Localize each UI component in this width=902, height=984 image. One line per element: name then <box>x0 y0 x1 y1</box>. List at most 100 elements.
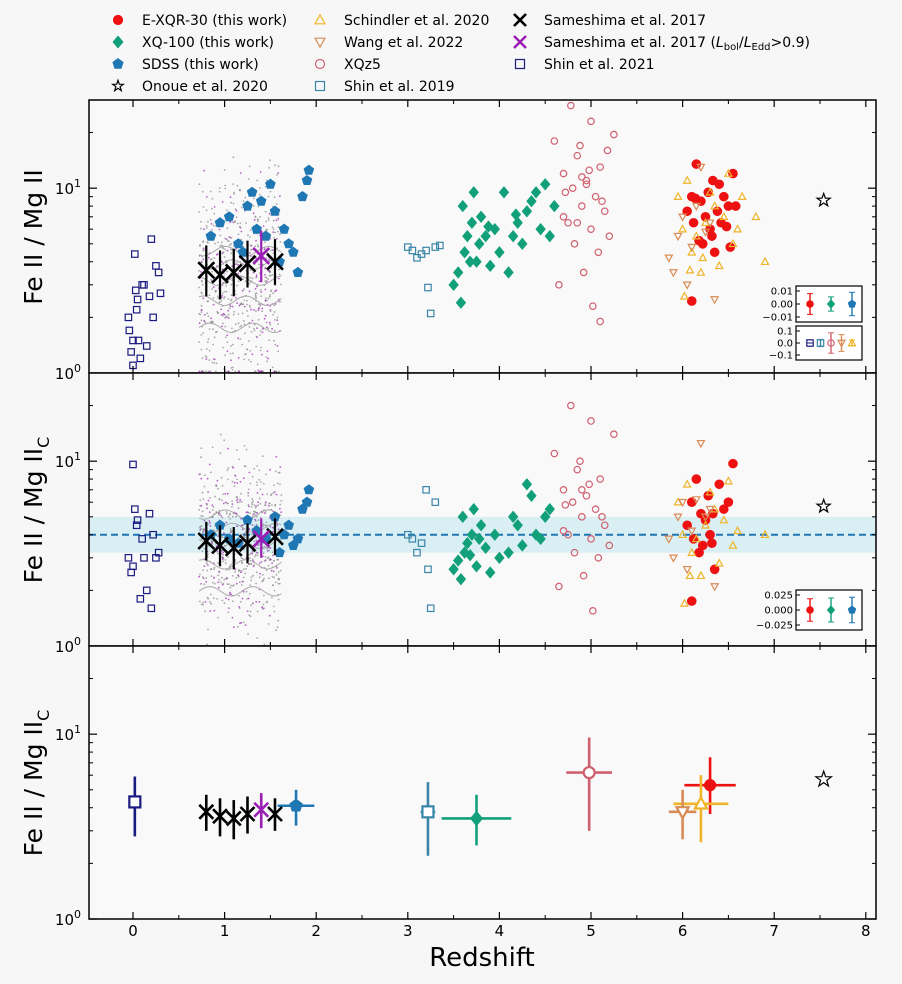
series-schindler-et-al-2020 <box>673 168 770 300</box>
cloud-dot <box>270 569 273 572</box>
cloud-dot <box>211 543 214 545</box>
cloud-dot <box>248 488 250 491</box>
cloud-dot <box>276 247 278 250</box>
cloud-dot <box>273 237 275 239</box>
cloud-dot <box>210 568 212 571</box>
cloud-dot <box>254 215 257 218</box>
cloud-dot <box>213 206 216 208</box>
cloud-dot <box>240 492 242 495</box>
cloud-dot <box>212 286 215 289</box>
cloud-dot <box>256 179 259 182</box>
cloud-dot <box>269 525 272 528</box>
plot-area <box>124 101 832 373</box>
data-point <box>814 769 834 788</box>
series-xq-100-this-work- <box>441 794 512 846</box>
cloud-dot <box>225 209 228 212</box>
cloud-dot <box>262 225 265 228</box>
cloud-dot <box>255 274 258 277</box>
cloud-dot <box>230 252 233 255</box>
cloud-dot <box>240 500 243 503</box>
data-point <box>587 225 595 233</box>
series-e-xqr-30-this-work- <box>682 458 738 606</box>
data-point <box>503 266 514 279</box>
cloud-dot <box>273 330 276 332</box>
cloud-dot <box>229 196 232 199</box>
data-point <box>149 530 157 539</box>
y-axis-label-middle: Fe II / Mg IIC <box>19 437 53 584</box>
data-point <box>673 513 683 522</box>
cloud-dot <box>262 579 264 582</box>
cloud-dot <box>226 469 229 472</box>
cloud-dot <box>237 357 240 359</box>
data-point <box>710 583 720 592</box>
cloud-dot <box>280 511 283 514</box>
cloud-dot <box>207 628 209 631</box>
data-point <box>205 230 217 241</box>
data-point <box>589 302 597 310</box>
cloud-dot <box>274 303 277 305</box>
cloud-dot <box>209 258 212 261</box>
data-point <box>688 217 699 228</box>
data-point <box>426 604 435 613</box>
data-point <box>510 208 522 221</box>
data-point <box>703 779 717 792</box>
cloud-dot <box>227 309 230 312</box>
data-point <box>728 168 738 179</box>
cloud-dot <box>261 307 264 310</box>
cloud-dot <box>267 623 270 625</box>
cloud-dot <box>225 577 228 580</box>
cloud-dot <box>264 511 267 513</box>
cloud-dot <box>241 343 244 346</box>
data-point <box>214 217 226 228</box>
data-point <box>567 401 575 410</box>
cloud-dot <box>206 341 209 343</box>
data-point <box>760 529 770 539</box>
cloud-dot <box>255 551 258 554</box>
cloud-dot <box>217 586 220 589</box>
cloud-dot <box>266 280 268 283</box>
cloud-dot <box>277 350 280 353</box>
cloud-dot <box>235 449 238 451</box>
cloud-dot <box>202 258 205 261</box>
cloud-dot <box>217 535 219 538</box>
data-point <box>494 551 505 565</box>
cloud-dot <box>235 216 238 219</box>
cloud-dot <box>273 605 275 608</box>
cloud-dot <box>276 626 279 629</box>
data-point <box>696 570 706 580</box>
cloud-dot <box>236 498 239 500</box>
cloud-dot <box>235 297 237 299</box>
cloud-dot <box>250 248 253 251</box>
inset-marker <box>826 605 836 615</box>
cloud-dot <box>249 236 251 238</box>
data-point <box>687 527 697 536</box>
cloud-dot <box>207 220 209 223</box>
cloud-dot <box>249 615 252 618</box>
cloud-dot <box>226 478 229 481</box>
cloud-dot <box>233 485 236 487</box>
cloud-dot <box>249 229 252 231</box>
cloud-dot <box>206 227 208 229</box>
legend-label: Onoue et al. 2020 <box>142 79 268 95</box>
cloud-dot <box>278 268 281 271</box>
cloud-dot <box>220 476 223 479</box>
data-point <box>462 229 473 243</box>
data-point <box>452 554 464 567</box>
cloud-dot <box>277 217 280 220</box>
cloud-dot <box>255 310 257 313</box>
density-contour <box>198 585 282 597</box>
cloud-dot <box>252 271 255 274</box>
cloud-dot <box>200 525 203 528</box>
data-point <box>253 801 270 818</box>
cloud-dot <box>262 327 264 330</box>
cloud-dot <box>201 510 204 513</box>
x-tick-label: 6 <box>678 922 688 940</box>
cloud-dot <box>213 362 216 364</box>
data-point <box>679 291 689 300</box>
cloud-dot <box>243 299 246 302</box>
cloud-dot <box>268 295 271 298</box>
cloud-dot <box>218 228 221 231</box>
cloud-dot <box>242 200 245 203</box>
data-point <box>682 479 692 488</box>
cloud-dot <box>223 290 226 293</box>
